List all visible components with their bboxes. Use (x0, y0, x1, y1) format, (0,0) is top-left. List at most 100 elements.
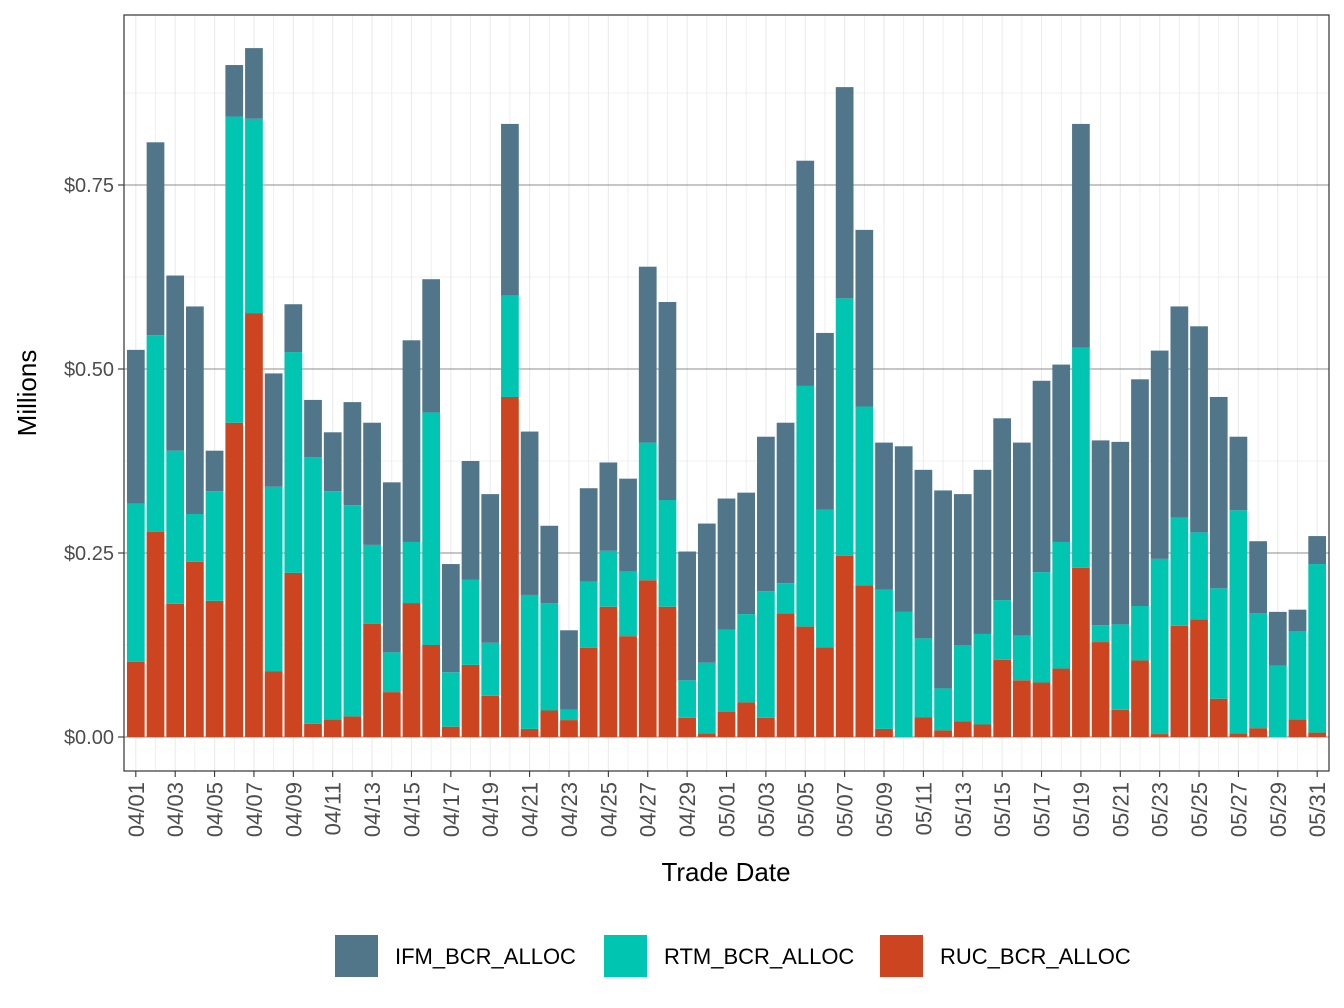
bar-segment (225, 116, 244, 423)
bar-segment (875, 589, 893, 729)
x-tick-label: 04/07 (242, 782, 267, 837)
bar-segment (638, 266, 657, 443)
bar-segment (540, 525, 559, 604)
bar-segment (501, 295, 519, 397)
bar-segment (225, 65, 244, 117)
bar-segment (914, 717, 933, 737)
bar-segment (1190, 532, 1208, 620)
y-tick-label: $0.25 (64, 543, 114, 565)
bar-segment (146, 335, 165, 532)
bar-segment (461, 461, 480, 580)
bar-segment (402, 541, 421, 604)
bar-segment (579, 488, 598, 582)
bar-segment (284, 304, 303, 353)
bar-segment (1131, 605, 1149, 661)
bar-segment (264, 486, 283, 672)
bar-segment (1288, 609, 1307, 632)
bar-segment (1150, 350, 1169, 559)
bar-segment (520, 431, 539, 595)
bar-segment (481, 642, 500, 696)
x-axis-title: Trade Date (661, 857, 790, 887)
bar-segment (1288, 719, 1307, 737)
bar-segment (1091, 642, 1110, 737)
x-axis: 04/01 04/03 04/05 04/07 04/09 04/11 04/13 04/15… (124, 771, 1330, 837)
y-tick-label: $0.50 (64, 359, 114, 381)
bar-segment (1072, 347, 1090, 568)
bar-segment (1032, 682, 1051, 737)
legend-label: RUC_BCR_ALLOC (940, 944, 1131, 969)
bar-segment (304, 399, 322, 458)
x-tick-label: 04/13 (360, 782, 385, 837)
bar-segment (816, 647, 834, 737)
bar-segment (126, 349, 145, 504)
x-tick-label: 05/05 (793, 782, 818, 837)
bar-segment (481, 494, 500, 643)
bar-segment (717, 711, 736, 737)
x-tick-label: 04/19 (478, 782, 503, 837)
bar-segment (186, 306, 204, 514)
bar-segment (1190, 619, 1208, 737)
x-tick-label: 04/17 (439, 782, 464, 837)
bar-segment (363, 422, 381, 545)
bar-segment (757, 436, 775, 592)
bar-segment (658, 500, 677, 607)
x-tick-label: 04/09 (281, 782, 306, 837)
bar-segment (560, 630, 578, 710)
x-tick-label: 05/31 (1305, 782, 1330, 837)
bar-segment (264, 671, 283, 737)
bar-segment (1229, 733, 1248, 737)
bar-segment (1209, 588, 1228, 699)
bar-segment (422, 412, 441, 645)
bar-segment (835, 87, 854, 299)
bar-segment (1012, 442, 1031, 636)
bar-segment (1209, 698, 1228, 737)
x-tick-label: 05/23 (1148, 782, 1173, 837)
x-tick-label: 04/05 (203, 782, 228, 837)
bar-segment (422, 645, 441, 737)
bar-segment (264, 373, 283, 487)
legend-label: RTM_BCR_ALLOC (664, 944, 854, 969)
bar-segment (619, 478, 637, 572)
bar-segment (363, 623, 381, 737)
bar-segment (441, 672, 460, 727)
bar-segment (363, 544, 381, 624)
bar-segment (717, 629, 736, 712)
bar-segment (1032, 380, 1051, 573)
bar-segment (382, 482, 401, 653)
bar-segment (1131, 379, 1149, 606)
bar-segment (1072, 567, 1090, 737)
bar-segment (540, 603, 559, 711)
x-tick-label: 05/09 (872, 782, 897, 837)
bar-segment (245, 118, 263, 314)
bar-segment (540, 710, 559, 737)
bar-segment (560, 709, 578, 721)
bar-segment (697, 733, 716, 737)
bar-segment (934, 730, 952, 737)
bar-segment (678, 551, 696, 681)
bar-segment (1052, 541, 1071, 669)
bar-segment (1052, 668, 1071, 737)
bar-segment (1308, 536, 1327, 565)
x-tick-label: 05/25 (1187, 782, 1212, 837)
bar-segment (1229, 436, 1248, 511)
bar-segment (323, 432, 342, 492)
x-tick-label: 04/21 (518, 782, 543, 837)
bar-segment (953, 645, 972, 722)
bar-segment (245, 48, 263, 119)
bar-segment (284, 352, 303, 573)
bar-segment (1249, 728, 1267, 737)
x-tick-label: 04/29 (675, 782, 700, 837)
bar-segment (284, 572, 303, 737)
bar-segment (343, 402, 362, 506)
bar-segment (875, 442, 893, 590)
bar-segment (520, 594, 539, 729)
bar-segment (953, 721, 972, 737)
bar-segment (245, 313, 263, 737)
bar-segment (835, 298, 854, 556)
bar-segment (599, 606, 618, 737)
bar-segment (757, 591, 775, 718)
bar-segment (402, 603, 421, 737)
bar-segment (697, 662, 716, 734)
bar-segment (658, 302, 677, 501)
bar-segment (599, 462, 618, 551)
